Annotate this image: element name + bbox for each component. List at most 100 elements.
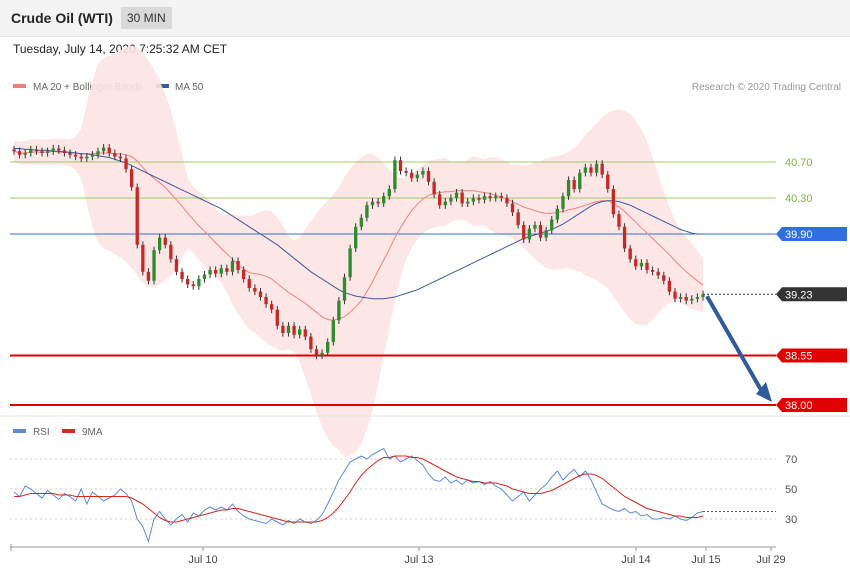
candle [678, 293, 683, 303]
candle [275, 306, 279, 330]
candle-body [275, 309, 279, 326]
candle-body [645, 262, 649, 270]
candle-body [426, 171, 431, 182]
candle-body [471, 198, 476, 202]
timeframe-badge[interactable]: 30 MIN [121, 7, 172, 29]
candle [23, 149, 27, 159]
candle-body [90, 154, 95, 157]
level-tag-40.30: 40.30 [785, 193, 813, 205]
candle-body [342, 277, 347, 301]
candle-body [684, 297, 688, 301]
candle-body [376, 201, 380, 204]
ma50-legend-label: MA 50 [175, 82, 204, 93]
candle [510, 199, 515, 216]
time-tick-label: Jul 13 [404, 554, 433, 566]
candle-body [34, 149, 39, 152]
level-tag-39.90: 39.90 [776, 227, 847, 241]
candle [197, 275, 201, 290]
rsi-ma9-line [14, 455, 704, 523]
candle-body [572, 180, 576, 189]
candle [606, 171, 610, 193]
rsi-line [13, 447, 704, 544]
candle [135, 183, 139, 249]
candle [634, 255, 638, 270]
rsi-tick-label-50: 50 [785, 484, 797, 496]
candle [662, 271, 666, 285]
candle-body [488, 196, 492, 198]
candle-body [454, 192, 459, 198]
rsi-legend-swatch [13, 429, 26, 433]
candle [68, 149, 72, 159]
copyright-text: Research © 2020 Trading Central [692, 82, 841, 93]
candle [113, 149, 117, 161]
candle [393, 156, 397, 193]
ma20-legend-swatch [13, 84, 26, 88]
candle [382, 192, 386, 207]
candle-body [522, 225, 526, 240]
candle-body [695, 297, 700, 299]
level-tag-39.23: 39.23 [776, 287, 847, 302]
candle [118, 153, 123, 162]
candle [348, 244, 352, 281]
candle [365, 201, 369, 222]
rsi-tick-label-30: 30 [785, 514, 797, 526]
candle [449, 194, 453, 206]
candle-body [611, 189, 616, 215]
candle-body [354, 226, 358, 249]
candle [219, 264, 223, 278]
candle [684, 293, 688, 305]
level-tag-text: 40.70 [785, 157, 813, 169]
candle-body [101, 147, 106, 152]
candle-body [118, 156, 123, 159]
candle-body [213, 270, 218, 274]
candle-body [202, 274, 207, 279]
candle-body [264, 297, 268, 305]
candle-body [258, 291, 263, 297]
candle-body [141, 244, 145, 272]
candle-body [124, 158, 128, 170]
forecast-arrow-head [756, 382, 772, 402]
candle [432, 178, 436, 198]
ma20-line [13, 150, 704, 321]
candle-body [673, 291, 677, 299]
level-tag-text: 40.30 [785, 193, 813, 205]
forecast-arrow-shaft [705, 295, 766, 397]
candle-body [45, 151, 50, 153]
candle-body [634, 259, 638, 267]
candle [96, 147, 100, 159]
chart-header: Crude Oil (WTI) 30 MIN [0, 0, 850, 37]
candle [258, 288, 263, 301]
candle-body [68, 153, 72, 155]
candle-body [550, 219, 554, 231]
level-tag-38.55: 38.55 [776, 348, 847, 363]
candle-body [421, 171, 425, 175]
candle-body [410, 172, 414, 179]
candlesticks [12, 144, 705, 360]
candle-body [510, 203, 515, 213]
level-tag-shape [776, 227, 847, 241]
bollinger-band-area [14, 45, 703, 457]
time-axis: Jul 10 Jul 13 Jul 14 Jul 15 Jul 29 [10, 544, 786, 566]
candle [73, 151, 78, 161]
candle-body [415, 174, 419, 179]
candle-body [432, 181, 436, 195]
candle-body [499, 196, 504, 198]
candle [454, 189, 459, 202]
level-tag-40.70: 40.70 [785, 157, 813, 169]
candle-body [566, 180, 571, 197]
candle [656, 268, 660, 279]
candle [527, 225, 532, 243]
candle [331, 316, 335, 346]
candle [45, 147, 50, 157]
ma50-line [14, 148, 703, 300]
candle-body [230, 261, 235, 272]
candle [488, 192, 492, 202]
candle [516, 208, 520, 229]
candle-body [79, 156, 83, 159]
candle [466, 198, 470, 207]
candle [522, 221, 526, 243]
candle-body [331, 320, 335, 342]
candle [415, 171, 419, 182]
level-tag-text: 39.23 [785, 289, 813, 301]
candle-body [449, 198, 453, 202]
